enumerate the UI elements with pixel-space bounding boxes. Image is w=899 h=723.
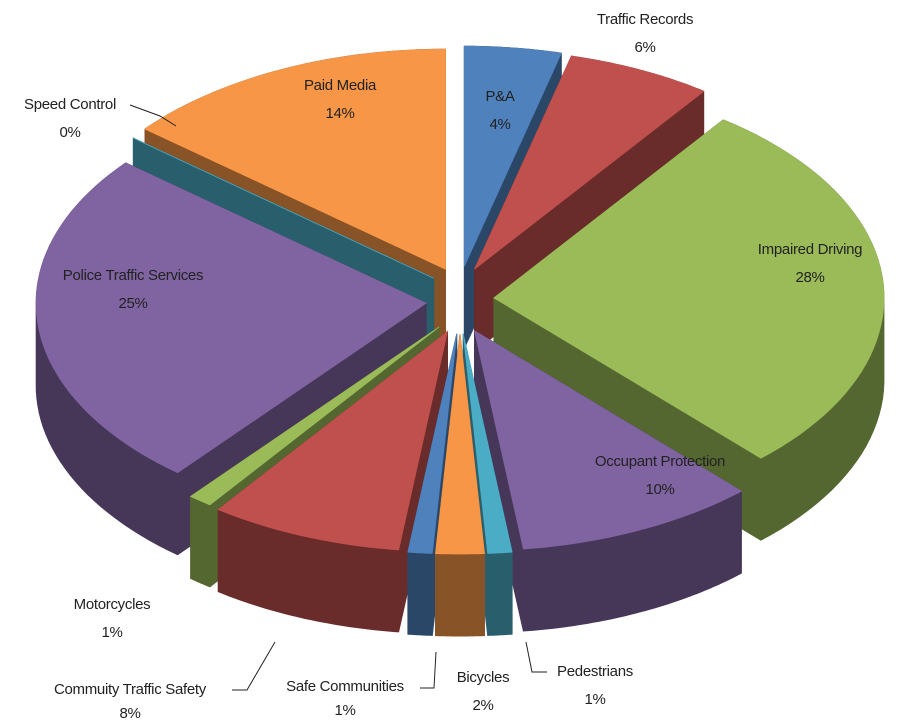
- slice: [144, 48, 446, 270]
- slice: [435, 333, 485, 555]
- slice-label: Speed Control: [24, 96, 116, 113]
- slice-value-label: 1%: [334, 702, 355, 719]
- slice-label: Pedestrians: [557, 663, 633, 680]
- slice-label: Police Traffic Services: [63, 267, 203, 284]
- slice-label: Occupant Protection: [595, 453, 725, 470]
- slice: [217, 330, 449, 551]
- leader-line: [420, 651, 437, 689]
- slice-label: Commuity Traffic Safety: [54, 681, 207, 698]
- slice: [133, 137, 434, 279]
- slice-label: Bicycles: [457, 669, 510, 686]
- slice-label: P&A: [485, 88, 514, 105]
- slice: [407, 333, 458, 554]
- slice-label: Motorcycles: [74, 596, 151, 613]
- slice: [463, 45, 562, 267]
- slice-value-label: 0%: [59, 124, 80, 141]
- leader-lines: [129, 104, 547, 691]
- leader-line: [129, 104, 177, 127]
- slice-value-label: 28%: [795, 269, 824, 286]
- slice: [473, 329, 743, 550]
- slice-value-label: 6%: [634, 39, 655, 56]
- slice-label: Traffic Records: [597, 11, 693, 28]
- slice-value-label: 1%: [584, 691, 605, 708]
- slice-value-label: 4%: [489, 116, 510, 133]
- pie: [35, 45, 885, 637]
- slice-value-label: 8%: [119, 705, 140, 722]
- slice-label: Safe Communities: [286, 678, 404, 695]
- slice-value-label: 1%: [101, 624, 122, 641]
- slice-value-label: 14%: [325, 105, 354, 122]
- slice: [474, 55, 705, 270]
- slice-label: Impaired Driving: [758, 241, 862, 258]
- leader-line: [232, 641, 276, 691]
- slice: [493, 119, 885, 459]
- slice: [189, 326, 440, 506]
- labels: P&A 4% Traffic Records 6% Impaired Driving 28…: [24, 11, 863, 722]
- slice-value-label: 25%: [118, 295, 147, 312]
- slice-value-label: 10%: [645, 481, 674, 498]
- slice-label: Paid Media: [304, 77, 377, 94]
- slice-value-label: 2%: [472, 697, 493, 714]
- slice: [462, 333, 513, 554]
- leader-line: [525, 641, 547, 673]
- slice: [35, 162, 428, 474]
